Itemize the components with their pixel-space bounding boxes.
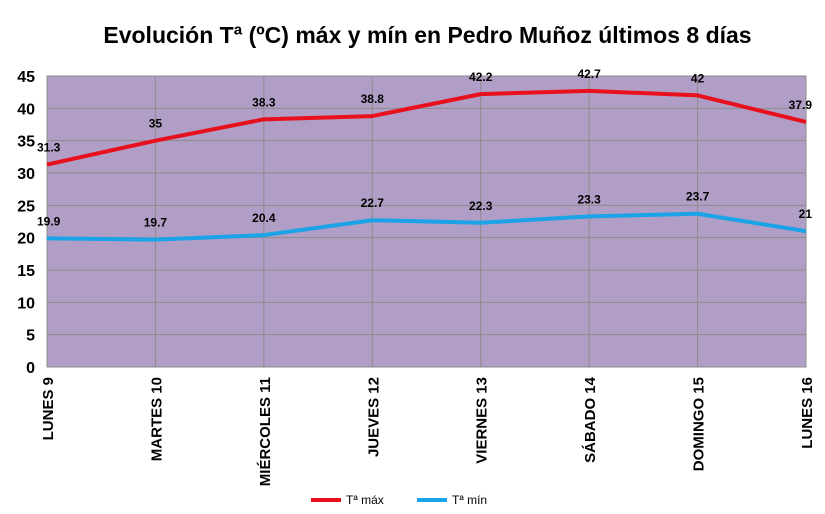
y-tick-label: 45 bbox=[17, 69, 35, 86]
chart-title: Evolución Tª (ºC) máx y mín en Pedro Muñ… bbox=[103, 22, 752, 48]
y-tick-label: 15 bbox=[17, 263, 35, 280]
data-label: 31.3 bbox=[37, 141, 61, 155]
x-tick-label: JUEVES 12 bbox=[365, 377, 382, 457]
y-tick-label: 40 bbox=[17, 101, 35, 118]
legend-label: Tª mín bbox=[452, 493, 487, 507]
y-tick-label: 20 bbox=[17, 231, 35, 248]
data-label: 19.7 bbox=[144, 216, 168, 230]
x-tick-label: LUNES 9 bbox=[40, 377, 57, 440]
data-label: 19.9 bbox=[37, 214, 61, 228]
data-label: 23.7 bbox=[686, 190, 710, 204]
x-tick-label: MIÉRCOLES 11 bbox=[257, 377, 274, 486]
data-label: 42 bbox=[691, 71, 705, 85]
x-tick-label: VIERNES 13 bbox=[474, 377, 491, 464]
legend-label: Tª máx bbox=[346, 493, 384, 507]
data-label: 42.7 bbox=[577, 67, 601, 81]
x-tick-label: DOMINGO 15 bbox=[691, 377, 708, 471]
y-tick-label: 0 bbox=[26, 360, 35, 377]
y-tick-label: 5 bbox=[26, 328, 35, 345]
y-tick-label: 35 bbox=[17, 134, 35, 151]
x-tick-label: MARTES 10 bbox=[148, 377, 165, 461]
data-label: 23.3 bbox=[577, 192, 601, 206]
data-label: 21 bbox=[799, 207, 813, 221]
data-label: 22.7 bbox=[361, 196, 385, 210]
data-label: 35 bbox=[149, 117, 163, 131]
data-label: 42.2 bbox=[469, 70, 493, 84]
x-tick-label: SÁBADO 14 bbox=[582, 376, 599, 463]
y-tick-label: 30 bbox=[17, 166, 35, 183]
y-tick-label: 25 bbox=[17, 198, 35, 215]
y-tick-label: 10 bbox=[17, 295, 35, 312]
data-label: 38.8 bbox=[361, 92, 385, 106]
series-line-max bbox=[46, 88, 807, 167]
x-tick-label: LUNES 16 bbox=[799, 377, 816, 449]
data-label: 37.9 bbox=[789, 98, 813, 112]
data-label: 20.4 bbox=[252, 211, 276, 225]
data-label: 22.3 bbox=[469, 199, 493, 213]
data-label: 38.3 bbox=[252, 95, 276, 109]
series-line-min bbox=[46, 211, 807, 242]
